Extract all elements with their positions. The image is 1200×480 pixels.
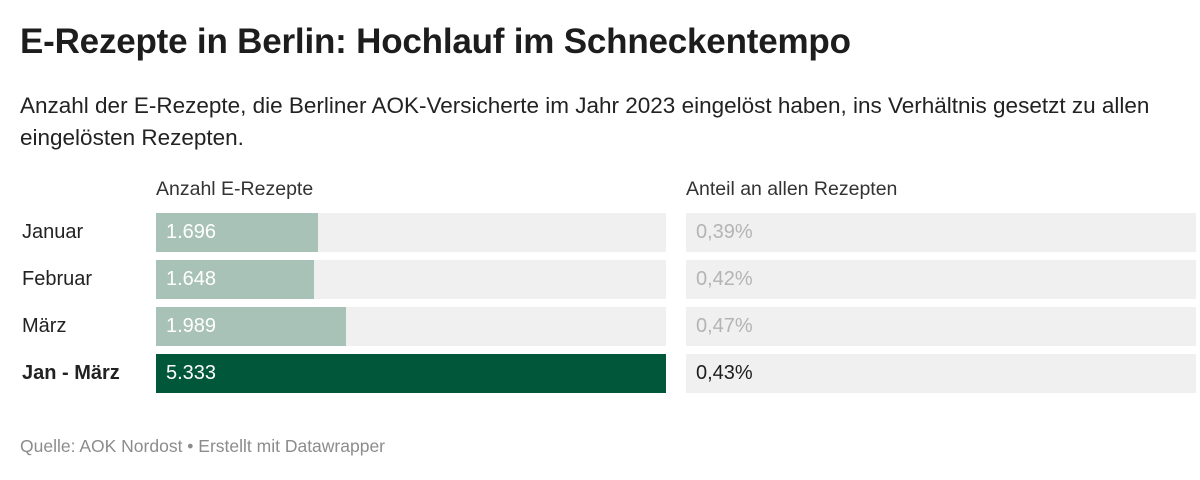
column-header-count: Anzahl E-Rezepte	[156, 178, 314, 200]
bar-value-label: 5.333	[166, 362, 217, 384]
row-label: Februar	[22, 268, 93, 290]
share-cell: 0,42%	[686, 260, 1196, 299]
bar-value-label: 1.696	[166, 221, 217, 243]
table-row: März 1.989 0,47%	[0, 307, 1200, 346]
share-cell: 0,47%	[686, 307, 1196, 346]
share-value-label: 0,47%	[696, 315, 753, 337]
source-footer: Quelle: AOK Nordost • Erstellt mit Dataw…	[20, 436, 386, 456]
share-cell: 0,43%	[686, 354, 1196, 393]
bar-track: 1.696	[156, 213, 666, 252]
row-label: Jan - März	[22, 362, 120, 384]
column-header-share: Anteil an allen Rezepten	[686, 178, 898, 200]
table-row: Februar 1.648 0,42%	[0, 260, 1200, 299]
bar-value-label: 1.648	[166, 268, 217, 290]
table-row: Jan - März 5.333 0,43%	[0, 354, 1200, 393]
share-value-label: 0,42%	[696, 268, 753, 290]
chart-title: E-Rezepte in Berlin: Hochlauf im Schneck…	[20, 22, 851, 61]
bar	[156, 307, 346, 346]
bar-track: 5.333	[156, 354, 666, 393]
bar	[156, 260, 314, 299]
row-label: Januar	[22, 221, 84, 243]
bar-track: 1.989	[156, 307, 666, 346]
chart-subtitle: Anzahl der E-Rezepte, die Berliner AOK-V…	[20, 93, 1150, 150]
table-row: Januar 1.696 0,39%	[0, 213, 1200, 252]
bar	[156, 213, 318, 252]
bar-value-label: 1.989	[166, 315, 217, 337]
row-label: März	[22, 315, 67, 337]
bar	[156, 354, 666, 393]
share-value-label: 0,43%	[696, 362, 753, 384]
share-cell: 0,39%	[686, 213, 1196, 252]
bar-track: 1.648	[156, 260, 666, 299]
share-value-label: 0,39%	[696, 221, 753, 243]
